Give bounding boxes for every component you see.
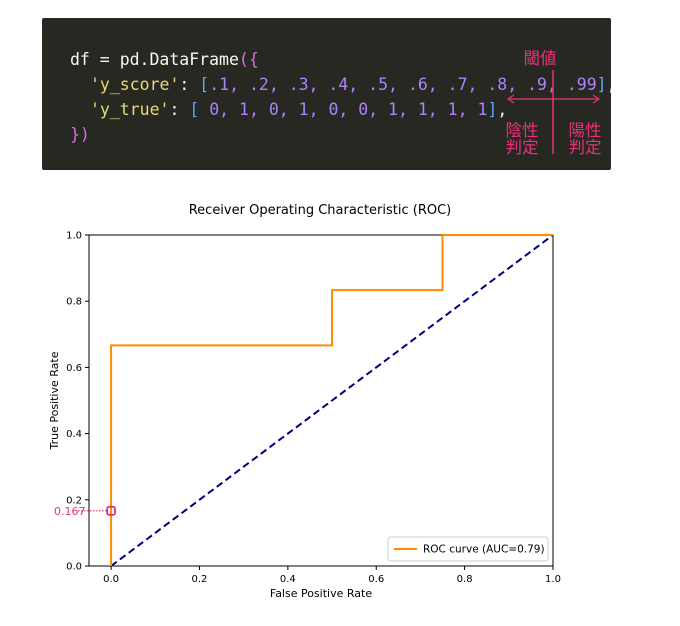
- y-tick-label: 0.0: [66, 562, 82, 573]
- legend-box: [387, 536, 549, 562]
- code-colon: :: [169, 100, 189, 119]
- x-tick-label: 0.0: [103, 574, 119, 585]
- code-key-score: 'y_score': [90, 75, 179, 94]
- positive-label-2: 判定: [569, 138, 602, 157]
- code-call: pd.DataFrame: [120, 50, 239, 69]
- arrow-left-head: [506, 94, 515, 104]
- code-line-1: df = pd.DataFrame({: [70, 50, 259, 69]
- code-key-true: 'y_true': [90, 100, 169, 119]
- code-line-4: }): [70, 125, 90, 144]
- legend: ROC curve (AUC=0.79): [387, 536, 549, 562]
- code-line-3: 'y_true': [ 0, 1, 0, 1, 0, 0, 1, 1, 1, 1…: [90, 100, 507, 119]
- y-tick-label: 0.2: [66, 495, 82, 506]
- code-panel: df = pd.DataFrame({ 'y_score': [.1, .2, …: [42, 18, 617, 170]
- threshold-marker: [106, 505, 116, 516]
- roc-chart: Receiver Operating Characteristic (ROC) …: [48, 203, 561, 600]
- code-comma: ,: [497, 100, 507, 119]
- code-colon: :: [179, 75, 199, 94]
- legend-entry: ROC curve (AUC=0.79): [423, 544, 545, 556]
- plot-frame: [88, 234, 554, 567]
- marker-value-label: 0.167: [54, 505, 86, 518]
- roc-curve-line: [110, 234, 553, 566]
- threshold-label: 閾値: [524, 49, 557, 68]
- code-rbracket: ]: [597, 75, 607, 94]
- code-lbracket: [: [189, 100, 209, 119]
- x-tick-label: 0.4: [280, 574, 296, 585]
- negative-label-1: 陰性: [506, 121, 539, 140]
- series-layer: [110, 234, 554, 567]
- x-ticks: 0.0 0.2 0.4 0.6 0.8 1.0: [103, 566, 561, 585]
- x-tick-label: 1.0: [545, 574, 561, 585]
- marker-layer: 0.167: [54, 505, 116, 518]
- code-open: ({: [239, 50, 259, 69]
- y-tick-label: 1.0: [66, 231, 82, 242]
- code-score-values: .1, .2, .3, .4, .5, .6, .7, .8, .9, .99: [209, 75, 596, 94]
- code-comma: ,: [607, 75, 611, 94]
- code-true-values: 0, 1, 0, 1, 0, 0, 1, 1, 1, 1: [209, 100, 487, 119]
- arrow-right-head: [592, 94, 601, 104]
- x-tick-label: 0.6: [368, 574, 384, 585]
- y-ticks: 0.0 0.2 0.4 0.6 0.8 1.0: [66, 231, 89, 573]
- x-axis-label: False Positive Rate: [270, 587, 372, 600]
- code-rbracket: ]: [487, 100, 497, 119]
- y-tick-label: 0.4: [66, 429, 82, 440]
- x-tick-label: 0.8: [457, 574, 473, 585]
- y-tick-label: 0.6: [66, 363, 82, 374]
- code-eq: =: [90, 50, 120, 69]
- code-close: }): [70, 125, 90, 144]
- positive-label-1: 陽性: [569, 121, 602, 140]
- y-tick-label: 0.8: [66, 297, 82, 308]
- chance-diagonal-line: [110, 234, 554, 567]
- code-lbracket: [: [199, 75, 209, 94]
- chart-title: Receiver Operating Characteristic (ROC): [189, 203, 452, 218]
- x-tick-label: 0.2: [192, 574, 208, 585]
- y-axis-label: True Positive Rate: [48, 351, 61, 450]
- code-line-2: 'y_score': [.1, .2, .3, .4, .5, .6, .7, …: [90, 75, 611, 94]
- negative-label-2: 判定: [506, 138, 539, 157]
- code-svg: df = pd.DataFrame({ 'y_score': [.1, .2, …: [70, 49, 617, 157]
- code-var: df: [70, 50, 90, 69]
